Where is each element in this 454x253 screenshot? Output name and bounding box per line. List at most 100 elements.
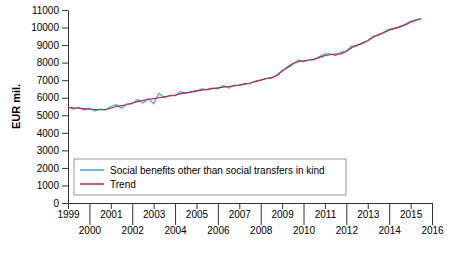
y-tick: 10000: [31, 22, 68, 33]
x-tick: 2004: [164, 203, 187, 236]
x-tick-label: 2016: [421, 225, 444, 236]
lines: [68, 19, 421, 111]
y-tick-label: 11000: [32, 5, 60, 16]
x-tick-mark: [68, 203, 69, 209]
y-tick: 8000: [37, 57, 68, 68]
x-tick-mark: [368, 203, 369, 209]
y-tick-mark: [62, 63, 68, 64]
x-tick: 2013: [357, 203, 380, 220]
x-tick-mark: [261, 203, 262, 225]
y-tick: 2000: [37, 163, 68, 174]
x-axis: 1999 2000 2001 2002 2003 2004 2005 2006 20072008…: [57, 203, 444, 236]
x-tick-label: 2000: [79, 225, 102, 236]
x-tick-mark: [196, 203, 197, 209]
x-tick: 2010: [293, 203, 316, 236]
y-tick-label: 8000: [37, 57, 60, 68]
plot: 0 1000 2000 3000 4000 5000 6000 7000 8000 9000 100…: [31, 5, 444, 236]
y-tick-mark: [62, 133, 68, 134]
y-tick-label: 7000: [37, 75, 60, 86]
x-tick: 2000: [79, 203, 102, 236]
y-tick-label: 3000: [37, 145, 60, 156]
y-tick: 3000: [37, 145, 68, 156]
y-tick-label: 0: [53, 198, 59, 209]
y-tick-mark: [62, 150, 68, 151]
y-tick: 1000: [37, 180, 68, 191]
x-tick-label: 2003: [143, 209, 166, 220]
y-tick: 7000: [37, 75, 68, 86]
x-tick: 2006: [207, 203, 230, 236]
x-tick-label: 2004: [164, 225, 187, 236]
x-tick-mark: [239, 203, 240, 209]
x-tick-label: 2010: [293, 225, 316, 236]
legend-swatch: [80, 183, 104, 185]
x-tick: 2008: [250, 203, 273, 236]
legend: Social benefits other than social transf…: [74, 159, 346, 195]
x-axis-line: [69, 203, 433, 204]
x-tick: 2012: [336, 203, 359, 236]
x-tick-mark: [154, 203, 155, 209]
x-tick: 2011: [315, 203, 337, 220]
y-tick-label: 4000: [37, 128, 60, 139]
x-tick-label: 2015: [400, 209, 423, 220]
x-tick-mark: [175, 203, 176, 225]
x-tick-label: 2002: [122, 225, 145, 236]
x-tick-label: 2011: [315, 209, 337, 220]
x-tick: 2002: [122, 203, 145, 236]
x-tick-mark: [89, 203, 90, 225]
x-tick: 2001: [100, 203, 123, 220]
x-tick-label: 2006: [207, 225, 230, 236]
y-tick: 9000: [37, 40, 68, 51]
x-tick: 2015: [400, 203, 423, 220]
y-tick-mark: [62, 28, 68, 29]
x-tick-mark: [282, 203, 283, 209]
y-tick-label: 10000: [31, 22, 59, 33]
x-tick: 2009: [271, 203, 294, 220]
x-tick: 1999: [57, 203, 80, 220]
x-tick-mark: [218, 203, 219, 225]
y-tick-label: 5000: [37, 110, 60, 121]
y-tick-mark: [62, 45, 68, 46]
y-tick-mark: [62, 185, 68, 186]
x-tick: 2003: [143, 203, 166, 220]
x-tick-label: 2001: [100, 209, 123, 220]
y-tick: 11000: [32, 5, 68, 16]
x-tick-mark: [432, 203, 433, 225]
legend-swatch: [80, 169, 104, 171]
x-tick-label: 1999: [57, 209, 80, 220]
y-tick: 6000: [37, 92, 68, 103]
x-tick-label: 2012: [336, 225, 359, 236]
y-tick-mark: [62, 10, 68, 11]
y-tick-label: 6000: [37, 92, 60, 103]
x-tick: 2007: [229, 203, 252, 220]
y-tick: 5000: [37, 110, 68, 121]
y-axis-title: EUR mil.: [10, 84, 22, 129]
y-tick-mark: [62, 80, 68, 81]
chart: 0 1000 2000 3000 4000 5000 6000 7000 8000 9000 100…: [0, 0, 454, 253]
x-tick-label: 2009: [271, 209, 294, 220]
x-tick: 2016: [421, 203, 444, 236]
x-tick-label: 2014: [379, 225, 402, 236]
x-tick-label: 2005: [186, 209, 209, 220]
y-tick-mark: [62, 115, 68, 116]
legend-box: [74, 159, 346, 195]
y-tick-label: 9000: [37, 40, 60, 51]
y-axis: 0 1000 2000 3000 4000 5000 6000 7000 8000 9000 100…: [31, 5, 68, 209]
legend-label: Trend: [110, 179, 136, 190]
y-tick-mark: [62, 203, 68, 204]
x-tick-mark: [346, 203, 347, 225]
series-line: [68, 19, 421, 110]
y-tick-label: 1000: [37, 180, 60, 191]
x-tick-label: 2013: [357, 209, 380, 220]
y-tick-mark: [62, 168, 68, 169]
x-tick-mark: [111, 203, 112, 209]
x-tick-mark: [325, 203, 326, 209]
y-tick-label: 2000: [37, 163, 60, 174]
x-tick-mark: [389, 203, 390, 225]
x-tick: 2005: [186, 203, 209, 220]
y-tick: 0: [53, 198, 68, 209]
y-tick-mark: [62, 98, 68, 99]
x-tick-mark: [304, 203, 305, 225]
legend-label: Social benefits other than social transf…: [110, 165, 325, 176]
x-tick-mark: [132, 203, 133, 225]
x-tick: 2014: [379, 203, 402, 236]
